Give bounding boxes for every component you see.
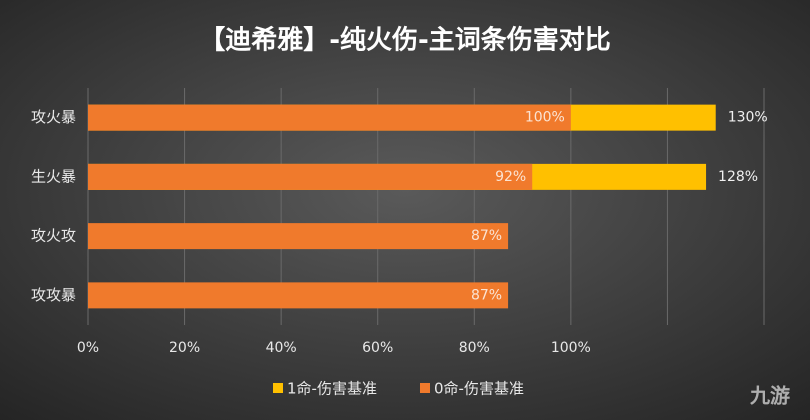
chart-title: 【迪希雅】-纯火伤-主词条伤害对比 xyxy=(199,25,611,56)
bar xyxy=(88,163,533,190)
x-tick-label: 40% xyxy=(266,340,297,356)
legend-swatch xyxy=(420,383,430,393)
data-label: 130% xyxy=(728,110,768,126)
legend-label: 1命-伤害基准 xyxy=(287,380,377,398)
bar xyxy=(88,104,571,131)
y-tick-label: 攻攻暴 xyxy=(31,286,76,304)
data-label: 92% xyxy=(495,169,526,185)
legend-label: 0命-伤害基准 xyxy=(434,380,524,398)
data-label: 128% xyxy=(718,169,758,185)
watermark: 九游 xyxy=(749,384,790,408)
x-tick-label: 20% xyxy=(169,340,200,356)
bar xyxy=(88,282,509,309)
data-label: 87% xyxy=(471,287,502,303)
x-tick-label: 100% xyxy=(551,340,591,356)
data-label: 87% xyxy=(471,228,502,244)
legend-swatch xyxy=(273,383,283,393)
data-label: 100% xyxy=(525,110,565,126)
y-tick-label: 攻火攻 xyxy=(31,227,76,245)
y-tick-label: 攻火暴 xyxy=(31,108,76,126)
y-tick-label: 生火暴 xyxy=(31,167,76,185)
x-tick-label: 0% xyxy=(77,340,99,356)
bar xyxy=(88,223,509,250)
x-tick-label: 80% xyxy=(459,340,490,356)
x-tick-label: 60% xyxy=(362,340,393,356)
